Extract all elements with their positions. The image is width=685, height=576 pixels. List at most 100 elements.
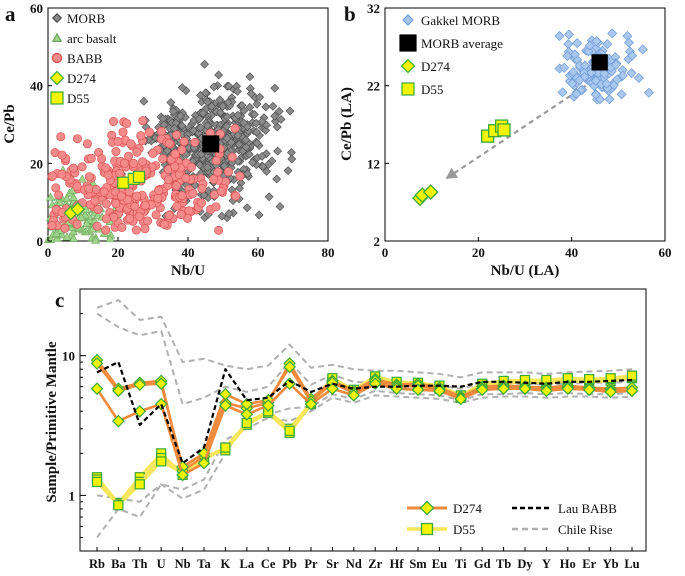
panel-a-arc-basalt-point <box>69 233 79 242</box>
panel-a-babb-point <box>131 225 141 235</box>
panel-a-babb-point <box>159 219 169 229</box>
panel-a-morb-point <box>241 135 251 145</box>
panel-a-morb-point <box>224 209 234 219</box>
panel-c-lau-babb-line <box>96 360 633 465</box>
panel-a-babb-point <box>101 225 111 235</box>
panel-a-morb-point <box>139 96 149 106</box>
panel-a-morb-point <box>258 162 268 171</box>
panel-a-morb-point <box>233 110 243 120</box>
panel-a-babb-point <box>172 201 182 211</box>
panel-a-babb-point <box>122 119 132 129</box>
panel-c-d274-c-point <box>433 384 446 398</box>
panel-a-babb-point <box>211 156 221 166</box>
panel-a-morb-point <box>252 99 262 109</box>
panel-b-trend-arrow <box>445 84 587 180</box>
panel-b-ytick-label: 22 <box>367 79 380 94</box>
panel-a-xlabel: Nb/U <box>171 263 205 279</box>
panel-a-babb-point <box>123 151 133 161</box>
panel-c-d274-c-point <box>411 383 425 397</box>
panel-c-xtick-label: Sm <box>409 557 427 571</box>
panel-b-gakkel-morb-point <box>602 39 613 50</box>
panel-a-babb-point <box>101 214 111 224</box>
panel-a-babb-point <box>164 138 174 148</box>
panel-b-gakkel-morb-point <box>590 89 601 100</box>
panel-a-ytick-label: 40 <box>30 79 43 94</box>
panel-b-gakkel-morb-point <box>591 36 602 47</box>
panel-c-xtick-label: Ti <box>455 557 467 571</box>
panel-a-babb-point <box>211 202 221 212</box>
panel-c-d55-a-line <box>95 376 633 505</box>
panel-a-babb-point <box>54 190 64 200</box>
panel-a-arc-basalt-point <box>91 235 101 244</box>
panel-a-babb-point <box>72 219 82 229</box>
panel-c-xtick-label: Lu <box>624 557 639 571</box>
panel-a-morb-point <box>243 169 252 179</box>
panel-b-ylabel: Ce/Pb (LA) <box>339 87 355 161</box>
panel-a-legend-marker <box>50 91 64 105</box>
panel-a-babb-point <box>111 147 121 157</box>
panel-b-gakkel-morb-point <box>617 70 628 81</box>
panel-b-gakkel-morb-point <box>557 87 568 98</box>
panel-a-babb-point <box>57 169 67 179</box>
panel-a-morb-point <box>168 107 178 116</box>
panel-a-babb-point <box>138 116 148 126</box>
panel-c-d274-c-point <box>582 383 596 397</box>
panel-c-xtick-label: Hf <box>390 557 405 571</box>
panel-b-morb-average-point <box>591 54 608 71</box>
panel-b-d55-point <box>497 123 511 137</box>
panel-a-morb-point <box>257 151 267 161</box>
panel-a-babb-point <box>72 134 82 144</box>
panel-a-babb-point <box>170 149 180 159</box>
panel-c-xtick-label: Pb <box>282 557 297 571</box>
panel-c-xtick-label: Ba <box>111 557 126 571</box>
panel-a-morb-point <box>217 211 227 221</box>
panel-b-gakkel-morb-point <box>643 87 654 98</box>
panel-a-babb-point <box>99 187 109 197</box>
panel-b-legend-marker <box>402 14 414 26</box>
panel-c-xtick-label: Ho <box>560 557 576 571</box>
panel-c-d274-c-point <box>133 404 147 418</box>
panel-c-xtick-label: Zr <box>368 557 382 571</box>
panel-a-morb-point <box>276 115 286 124</box>
panel-a-babb-point <box>177 191 187 201</box>
panel-c-d274-c-point <box>304 397 318 411</box>
panel-a-babb-point <box>113 136 123 146</box>
panel-c-d274-c-point <box>518 382 532 396</box>
panel-c-d274-b-point <box>283 360 296 374</box>
panel-c-xtick-label: Nd <box>346 557 362 571</box>
panel-a-babb-point <box>90 196 100 206</box>
panel-a-arc-basalt-point <box>62 232 72 241</box>
panel-b-ytick-label: 2 <box>374 234 381 249</box>
panel-a-babb-point <box>84 184 94 194</box>
panel-c-d274-c-point <box>347 389 361 402</box>
panel-b-legend-label: D274 <box>421 59 450 74</box>
panel-b-gakkel-morb-point <box>626 68 637 79</box>
panel-b-gakkel-morb-point <box>572 38 583 49</box>
panel-a-morb-point <box>254 210 264 220</box>
panel-a-morb-point <box>195 160 205 170</box>
panel-b-ytick-label: 12 <box>367 156 380 171</box>
panel-a-babb-point <box>171 181 181 191</box>
panel-a-morb-point <box>203 97 212 107</box>
panel-b-letter: b <box>344 2 356 26</box>
panel-b-gakkel-morb-point <box>601 78 612 89</box>
panel-a-xtick-label: 20 <box>112 245 125 260</box>
panel-b-gakkel-morb-point <box>627 50 638 61</box>
panel-a-morb-point <box>261 102 271 112</box>
panel-a-babb-point <box>209 174 219 184</box>
panel-a-legend-label: D274 <box>67 71 96 86</box>
panel-b-frame <box>384 7 666 242</box>
panel-a-babb-point <box>164 210 174 220</box>
panel-c-legend-marker <box>420 522 434 536</box>
panel-a-morb-point <box>275 202 285 211</box>
panel-a-d55-point <box>132 170 146 184</box>
panel-c-legend-label: D55 <box>453 522 475 537</box>
panel-c-xtick-label: Y <box>542 557 551 571</box>
panel-a-arc-basalt-point <box>69 192 79 201</box>
panel-a-morb-point <box>270 111 280 121</box>
panel-b-legend-marker <box>401 82 415 96</box>
panel-b-xtick-label: 0 <box>382 245 389 260</box>
panel-a-morb-point <box>244 149 254 159</box>
panel-b-gakkel-morb-point <box>633 73 644 84</box>
